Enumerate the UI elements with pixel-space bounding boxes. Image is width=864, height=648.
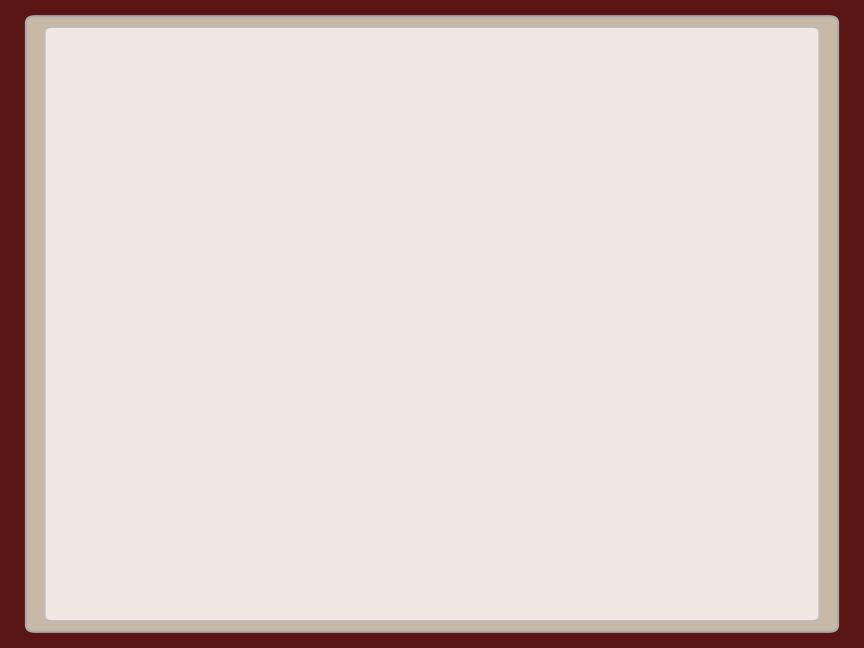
Text: ✓   T lymphocytes > B lymphocytes: ✓ T lymphocytes > B lymphocytes [120, 435, 541, 458]
Text: Inflammatory cytokines (humoral immunity): Inflammatory cytokines (humoral immunity… [144, 245, 735, 269]
Text: ✓   Liapatas et al 2003 : CD4 > CD8: ✓ Liapatas et al 2003 : CD4 > CD8 [120, 476, 549, 499]
Text: DR. MARIYAM FIDHA: DR. MARIYAM FIDHA [362, 582, 502, 595]
Text: KEY FACTORS:: KEY FACTORS: [105, 157, 305, 181]
Text: ✓   C3 complement: ✓ C3 complement [120, 358, 307, 376]
Text: a): a) [105, 199, 143, 222]
Text: ✓   Smith et al (1987) -  85%  IgG, 14% Ig A & 2% IgM in RC: ✓ Smith et al (1987) - 85% IgG, 14% Ig A… [120, 321, 717, 339]
Text: from necrotic pulp: from necrotic pulp [417, 199, 655, 222]
Text: b): b) [105, 246, 144, 268]
Text: Cellular immune reactions:: Cellular immune reactions: [143, 395, 505, 419]
Text: c): c) [105, 395, 143, 419]
Text: ✓   IgG  is predominant class of immunoglobulin: ✓ IgG is predominant class of immunoglob… [120, 283, 596, 301]
Text: RADICULAR CYST: RADICULAR CYST [232, 65, 632, 102]
Text: Bacterial endotoxins: Bacterial endotoxins [143, 198, 417, 222]
Text: Etiology : INFLAMMATION: Etiology : INFLAMMATION [105, 105, 464, 129]
Text: (Meghji et al 1992): (Meghji et al 1992) [655, 202, 816, 219]
